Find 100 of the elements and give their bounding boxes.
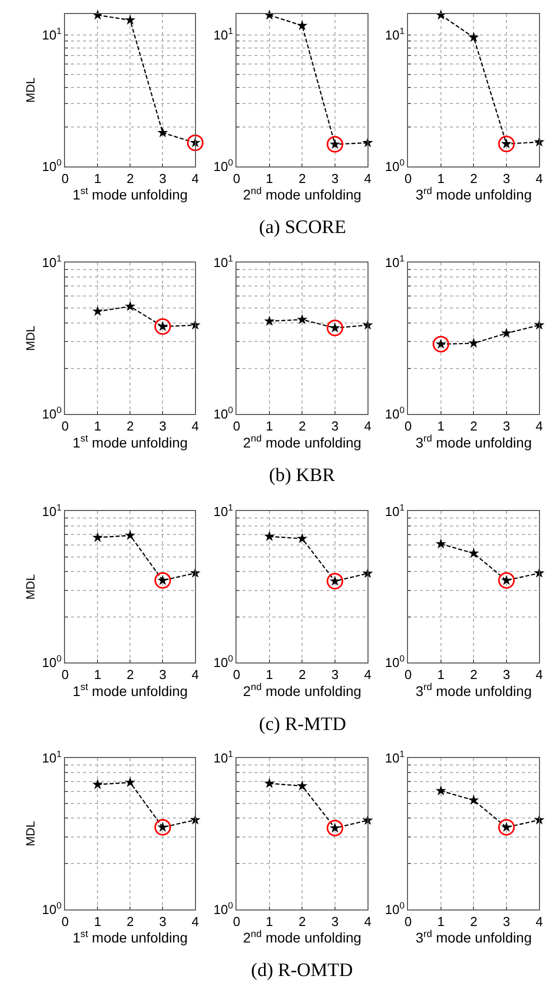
text: (a) SCORE bbox=[259, 217, 346, 238]
y-tick-label: 10$^{0}$ bbox=[385, 157, 405, 174]
x-tick-label: 3 bbox=[502, 667, 510, 682]
point bbox=[264, 530, 275, 542]
point bbox=[498, 136, 515, 152]
x-tick-label: 4 bbox=[536, 418, 543, 434]
point bbox=[436, 785, 446, 796]
x-tick-label: 0 bbox=[61, 914, 69, 929]
point bbox=[124, 14, 136, 25]
point bbox=[186, 134, 204, 152]
x-tick-label: 1 bbox=[266, 170, 274, 186]
x-tick-label: 2 bbox=[298, 914, 306, 929]
x-tick-label: 3 bbox=[331, 418, 339, 434]
point bbox=[436, 538, 446, 548]
x-tick-label: 0 bbox=[61, 418, 69, 434]
x-tick-label: 1 bbox=[94, 170, 102, 186]
x-tick-label: 2 bbox=[126, 418, 134, 434]
y-tick-label: 10$^{0}$ bbox=[42, 900, 62, 917]
point bbox=[326, 820, 344, 836]
x-tick-label: 0 bbox=[404, 170, 412, 186]
x-tick-label: 2 bbox=[126, 667, 134, 682]
x-tick-label: 0 bbox=[404, 418, 412, 434]
point bbox=[264, 316, 275, 326]
point bbox=[92, 532, 103, 542]
x-tick-label: 1 bbox=[94, 667, 102, 682]
x-tick-label: 0 bbox=[61, 170, 69, 186]
y-axis-title: MDL bbox=[23, 77, 38, 103]
x-tick-label: 2 bbox=[470, 170, 478, 186]
y-tick-label: 10$^{1}$ bbox=[385, 254, 405, 270]
y-axis-title: MDL bbox=[23, 325, 38, 351]
x-tick-label: 2 bbox=[126, 170, 134, 186]
point bbox=[296, 20, 308, 30]
x-tick-label: 4 bbox=[364, 667, 372, 682]
y-tick-label: 10$^{0}$ bbox=[213, 900, 234, 917]
x-tick-label: 3 bbox=[502, 914, 510, 929]
x-axis-title: 3$^{rd}$ mode unfolding bbox=[416, 928, 532, 946]
y-tick-label: 10$^{1}$ bbox=[42, 502, 62, 519]
x-tick-label: 2 bbox=[298, 418, 306, 434]
point bbox=[154, 818, 171, 836]
x-tick-label: 1 bbox=[437, 914, 445, 929]
y-tick-label: 10$^{1}$ bbox=[385, 502, 405, 519]
y-tick-label: 10$^{0}$ bbox=[42, 157, 62, 174]
text: (d) R-OMTD bbox=[251, 960, 353, 981]
point bbox=[124, 300, 136, 311]
x-tick-label: 2 bbox=[298, 667, 306, 682]
x-tick-label: 0 bbox=[61, 667, 69, 682]
y-tick-label: 10$^{0}$ bbox=[385, 405, 405, 422]
y-tick-label: 10$^{0}$ bbox=[213, 405, 234, 422]
y-tick-label: 10$^{1}$ bbox=[42, 26, 62, 43]
point bbox=[124, 776, 136, 788]
point bbox=[92, 778, 103, 790]
x-tick-label: 3 bbox=[331, 170, 339, 186]
y-tick-label: 10$^{0}$ bbox=[213, 157, 234, 174]
point bbox=[468, 548, 480, 558]
x-tick-label: 2 bbox=[470, 914, 478, 929]
x-tick-label: 3 bbox=[502, 418, 510, 434]
x-tick-label: 2 bbox=[126, 914, 134, 929]
point bbox=[432, 336, 450, 352]
x-axis-title: 3$^{rd}$ mode unfolding bbox=[416, 434, 532, 450]
x-tick-label: 4 bbox=[192, 667, 199, 682]
x-axis-title: 2$^{nd}$ mode unfolding bbox=[243, 434, 362, 450]
y-tick-label: 10$^{1}$ bbox=[385, 26, 405, 43]
x-axis-title: 1$^{st}$ mode unfolding bbox=[72, 928, 188, 946]
point bbox=[92, 306, 103, 316]
point bbox=[296, 780, 308, 790]
x-tick-label: 1 bbox=[266, 914, 274, 929]
x-tick-label: 0 bbox=[233, 170, 240, 186]
x-tick-label: 4 bbox=[364, 418, 372, 434]
x-tick-label: 4 bbox=[364, 914, 372, 929]
y-tick-label: 10$^{1}$ bbox=[213, 254, 234, 270]
x-axis-title: 2$^{nd}$ mode unfolding bbox=[243, 682, 362, 700]
x-tick-label: 3 bbox=[159, 418, 166, 434]
x-tick-label: 0 bbox=[404, 914, 412, 929]
x-tick-label: 4 bbox=[192, 914, 199, 929]
x-tick-label: 0 bbox=[233, 914, 240, 929]
x-axis-title: 2$^{nd}$ mode unfolding bbox=[243, 928, 362, 946]
x-tick-label: 3 bbox=[331, 914, 339, 929]
y-tick-label: 10$^{0}$ bbox=[385, 654, 405, 670]
point bbox=[157, 127, 168, 138]
point bbox=[124, 530, 136, 540]
text: (b) KBR bbox=[269, 465, 336, 486]
y-tick-label: 10$^{1}$ bbox=[213, 26, 234, 43]
point bbox=[264, 778, 275, 788]
x-tick-label: 0 bbox=[404, 667, 412, 682]
y-axis-title: MDL bbox=[23, 574, 38, 600]
y-axis-title: MDL bbox=[23, 820, 38, 846]
x-tick-label: 1 bbox=[94, 418, 102, 434]
x-tick-label: 0 bbox=[233, 418, 240, 434]
x-tick-label: 1 bbox=[437, 170, 445, 186]
x-tick-label: 4 bbox=[192, 170, 199, 186]
x-axis-title: 1$^{st}$ mode unfolding bbox=[72, 682, 188, 700]
x-tick-label: 1 bbox=[437, 667, 445, 682]
x-tick-label: 4 bbox=[536, 914, 543, 929]
point bbox=[468, 32, 480, 42]
point bbox=[501, 328, 512, 338]
point bbox=[326, 572, 344, 590]
y-tick-label: 10$^{1}$ bbox=[213, 749, 234, 766]
x-tick-label: 3 bbox=[502, 170, 510, 186]
x-axis-title: 1$^{st}$ mode unfolding bbox=[72, 186, 188, 203]
x-tick-label: 3 bbox=[159, 170, 166, 186]
